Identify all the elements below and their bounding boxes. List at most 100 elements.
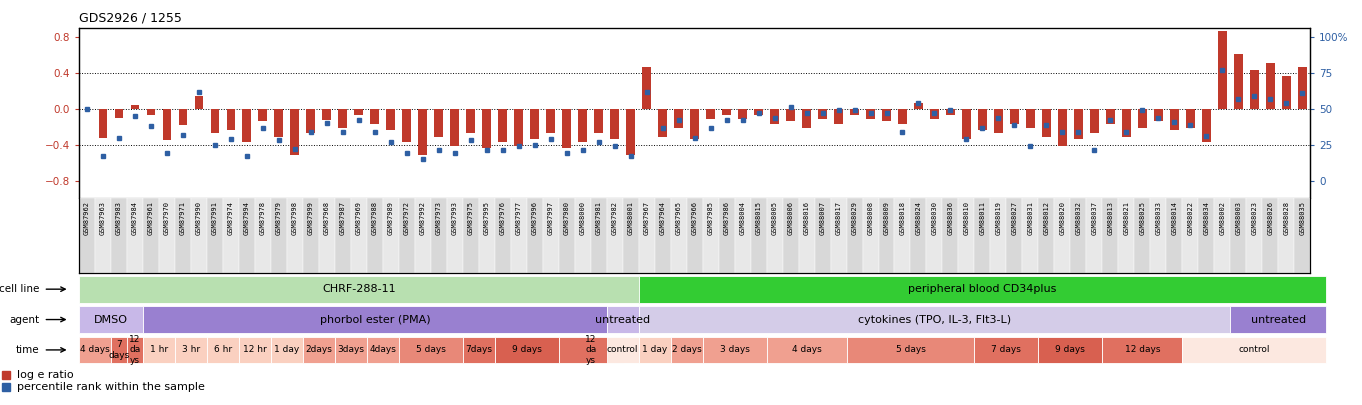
FancyBboxPatch shape — [174, 337, 207, 363]
FancyBboxPatch shape — [591, 198, 606, 273]
Bar — [114, 109, 124, 118]
FancyBboxPatch shape — [79, 276, 639, 303]
FancyBboxPatch shape — [511, 198, 527, 273]
FancyBboxPatch shape — [159, 198, 174, 273]
Text: GSM87984: GSM87984 — [132, 201, 138, 235]
FancyBboxPatch shape — [959, 198, 974, 273]
Bar — [786, 109, 795, 122]
Text: GSM87986: GSM87986 — [723, 201, 730, 235]
FancyBboxPatch shape — [143, 337, 174, 363]
FancyBboxPatch shape — [1230, 306, 1327, 333]
FancyBboxPatch shape — [974, 337, 1038, 363]
Text: GSM88028: GSM88028 — [1283, 201, 1290, 235]
Text: 7
days: 7 days — [109, 340, 129, 360]
Text: GSM88030: GSM88030 — [932, 201, 937, 235]
Bar — [195, 96, 203, 109]
Bar — [898, 109, 907, 124]
Text: cytokines (TPO, IL-3, Flt3-L): cytokines (TPO, IL-3, Flt3-L) — [858, 315, 1011, 324]
Bar — [482, 109, 492, 148]
FancyBboxPatch shape — [1071, 198, 1087, 273]
Bar — [691, 109, 699, 139]
Text: 4days: 4days — [369, 345, 396, 354]
FancyBboxPatch shape — [990, 198, 1007, 273]
Text: GSM87961: GSM87961 — [148, 201, 154, 235]
FancyBboxPatch shape — [1199, 198, 1215, 273]
Bar — [515, 109, 523, 146]
Text: phorbol ester (PMA): phorbol ester (PMA) — [320, 315, 430, 324]
Bar — [994, 109, 1002, 133]
Text: GSM87975: GSM87975 — [467, 201, 474, 235]
Bar — [451, 109, 459, 146]
Text: 4 days: 4 days — [80, 345, 110, 354]
Bar — [770, 109, 779, 124]
Text: GSM87983: GSM87983 — [116, 201, 123, 235]
Bar — [1186, 109, 1194, 128]
FancyBboxPatch shape — [670, 198, 686, 273]
Bar — [579, 109, 587, 142]
FancyBboxPatch shape — [1230, 198, 1246, 273]
Text: time: time — [16, 345, 39, 355]
FancyBboxPatch shape — [79, 306, 143, 333]
Text: 9 days: 9 days — [1056, 345, 1086, 354]
Bar — [1011, 109, 1019, 124]
Text: 12
da
ys: 12 da ys — [586, 335, 597, 365]
FancyBboxPatch shape — [558, 337, 622, 363]
Text: GSM88034: GSM88034 — [1203, 201, 1209, 235]
Text: GSM87980: GSM87980 — [564, 201, 569, 235]
Bar — [370, 109, 379, 124]
FancyBboxPatch shape — [463, 337, 494, 363]
Text: GSM88027: GSM88027 — [1012, 201, 1017, 235]
FancyBboxPatch shape — [1151, 198, 1166, 273]
FancyBboxPatch shape — [847, 198, 862, 273]
FancyBboxPatch shape — [734, 198, 750, 273]
FancyBboxPatch shape — [542, 198, 558, 273]
FancyBboxPatch shape — [639, 276, 1327, 303]
FancyBboxPatch shape — [399, 198, 415, 273]
Bar — [402, 109, 411, 142]
Text: GSM87996: GSM87996 — [531, 201, 538, 235]
FancyBboxPatch shape — [1054, 198, 1071, 273]
Text: GSM88015: GSM88015 — [756, 201, 761, 235]
Text: percentile rank within the sample: percentile rank within the sample — [16, 382, 204, 392]
Text: 1 day: 1 day — [274, 345, 300, 354]
Bar — [323, 109, 331, 119]
Bar — [819, 109, 827, 119]
FancyBboxPatch shape — [207, 198, 223, 273]
Text: GSM87993: GSM87993 — [452, 201, 458, 235]
Text: GSM88012: GSM88012 — [1043, 201, 1049, 235]
Text: 3 days: 3 days — [719, 345, 749, 354]
Text: 9 days: 9 days — [512, 345, 542, 354]
FancyBboxPatch shape — [494, 198, 511, 273]
Text: 6 hr: 6 hr — [214, 345, 232, 354]
Text: GSM88032: GSM88032 — [1076, 201, 1081, 235]
FancyBboxPatch shape — [351, 198, 366, 273]
Text: GSM87966: GSM87966 — [692, 201, 697, 235]
FancyBboxPatch shape — [767, 198, 783, 273]
Text: GSM88006: GSM88006 — [787, 201, 794, 235]
Bar — [226, 109, 236, 130]
Bar — [434, 109, 443, 136]
Text: GSM87985: GSM87985 — [708, 201, 714, 235]
Bar — [962, 109, 971, 139]
Text: GSM87965: GSM87965 — [676, 201, 681, 235]
Bar — [1075, 109, 1083, 139]
Bar — [802, 109, 810, 128]
Text: 4 days: 4 days — [791, 345, 821, 354]
FancyBboxPatch shape — [606, 306, 639, 333]
Text: GSM88009: GSM88009 — [884, 201, 889, 235]
Bar — [1250, 70, 1258, 109]
Text: 12 days: 12 days — [1125, 345, 1160, 354]
Text: GSM88023: GSM88023 — [1252, 201, 1257, 235]
Text: agent: agent — [10, 315, 39, 324]
FancyBboxPatch shape — [974, 198, 990, 273]
Bar — [643, 67, 651, 109]
FancyBboxPatch shape — [750, 198, 767, 273]
FancyBboxPatch shape — [1166, 198, 1182, 273]
FancyBboxPatch shape — [191, 198, 207, 273]
FancyBboxPatch shape — [847, 337, 974, 363]
Bar — [211, 109, 219, 133]
Text: GSM88037: GSM88037 — [1091, 201, 1098, 235]
FancyBboxPatch shape — [207, 337, 238, 363]
Bar — [883, 109, 891, 122]
Bar — [546, 109, 556, 133]
